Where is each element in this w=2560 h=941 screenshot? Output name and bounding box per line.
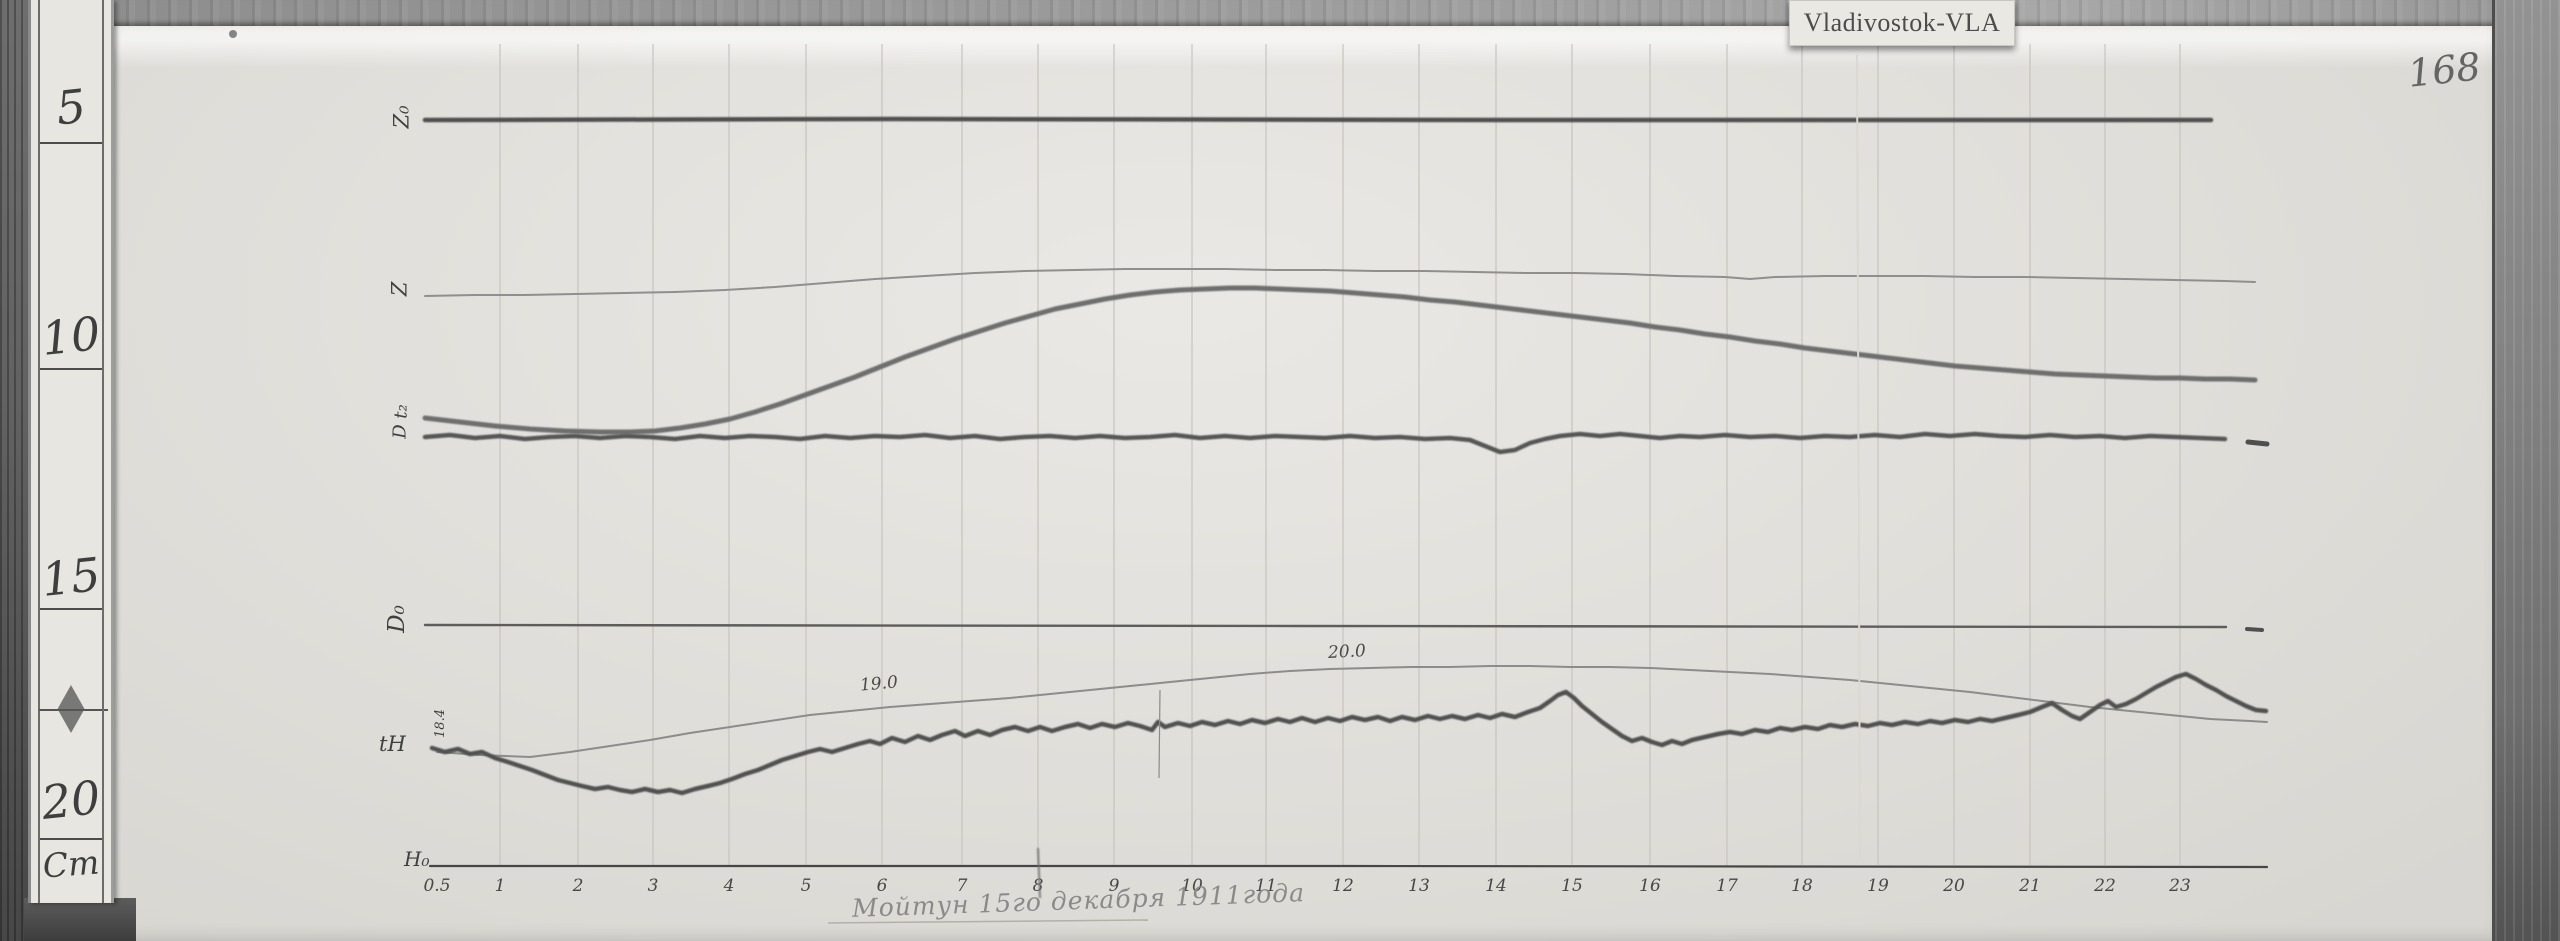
station-name-label: Vladivostok-VLA [1789,0,2015,46]
wood-background-top [0,0,2560,27]
magnetogram-sheet [104,26,2494,941]
wood-background-left [0,0,30,941]
ruler-divider [40,142,102,144]
trace-label-t2: t₂ [390,404,412,419]
ruler-mark-20: 20 [39,770,103,830]
sheet-number: 168 [2405,44,2483,96]
trace-label-z: Z [387,281,412,297]
ruler-unit-label: Cm [41,842,101,886]
axis-label-h-baseline: H₀ [404,847,430,871]
ruler-mark-10: 10 [39,306,103,366]
ruler-mark-5: 5 [53,78,89,136]
trace-label-th: tH [379,732,406,756]
wood-background-right [2492,0,2560,941]
temperature-annotation-19: 19.0 [859,672,899,696]
ruler-diamond-line [39,709,108,711]
trace-label-d-baseline: D₀ [383,605,410,633]
wood-background-bottom-left [24,898,136,941]
ruler-divider [40,838,102,840]
temperature-annotation-start: 18.4 [432,709,448,738]
ruler-divider [40,368,102,370]
ruler-divider [40,608,102,610]
temperature-annotation-20: 20.0 [1327,641,1367,663]
cm-ruler: 5 10 15 20 Cm [28,0,114,903]
trace-label-d: D [389,424,411,439]
trace-label-z-baseline: Z₀ [389,105,414,129]
station-name-text: Vladivostok-VLA [1803,8,2001,37]
ruler-mark-15: 15 [39,547,103,607]
